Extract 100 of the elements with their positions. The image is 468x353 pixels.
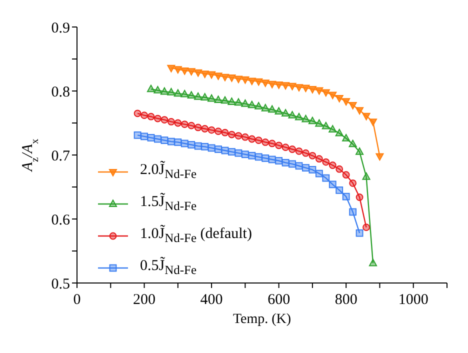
point <box>134 131 142 139</box>
point <box>261 104 270 112</box>
point <box>288 160 296 168</box>
point <box>362 112 370 120</box>
point <box>342 192 350 200</box>
point <box>308 152 316 160</box>
point <box>308 116 316 124</box>
point <box>241 76 250 84</box>
point <box>180 90 189 98</box>
x-tick-label: 400 <box>200 292 223 308</box>
point <box>234 98 242 106</box>
point <box>282 144 290 152</box>
point <box>147 134 155 142</box>
point <box>208 71 216 79</box>
point <box>322 89 330 97</box>
point <box>282 158 290 166</box>
point <box>234 149 242 157</box>
point <box>228 74 236 82</box>
point <box>167 118 175 126</box>
point <box>180 120 188 128</box>
point <box>336 165 344 173</box>
point <box>288 146 296 153</box>
point <box>308 166 316 174</box>
point <box>254 136 262 144</box>
point <box>248 152 256 160</box>
point <box>241 99 250 107</box>
point <box>167 64 176 72</box>
point <box>160 116 168 124</box>
point <box>315 87 324 95</box>
point <box>160 87 168 95</box>
point <box>288 82 296 90</box>
point <box>201 125 209 132</box>
point <box>194 92 202 100</box>
point <box>275 142 283 150</box>
point <box>167 138 175 146</box>
point <box>349 208 357 216</box>
point <box>160 136 168 144</box>
point <box>220 74 230 82</box>
point <box>328 180 336 188</box>
point <box>214 128 222 136</box>
point <box>228 148 236 156</box>
point <box>234 76 242 84</box>
point <box>302 164 310 172</box>
point <box>221 128 229 136</box>
point <box>322 158 330 166</box>
point <box>174 89 182 97</box>
point <box>248 100 256 108</box>
point <box>288 110 296 118</box>
point <box>174 66 182 74</box>
point <box>362 224 370 232</box>
legend-label: 1.0J̃$_{Nd-Fe}$ (default) <box>140 226 252 246</box>
legend-label: 0.5J̃$_{Nd-Fe}$ <box>140 258 197 278</box>
point <box>328 162 336 169</box>
point <box>328 125 337 132</box>
point <box>262 154 270 162</box>
point <box>295 162 303 170</box>
point <box>187 91 196 99</box>
x-tick-label: 200 <box>133 292 156 308</box>
y-tick-label: 0.5 <box>51 276 70 292</box>
point <box>220 96 230 104</box>
point <box>254 102 263 110</box>
point <box>275 157 283 164</box>
point <box>302 149 310 157</box>
point <box>200 70 209 78</box>
point <box>328 92 337 100</box>
point <box>194 69 202 77</box>
point <box>336 186 344 194</box>
point <box>349 179 357 187</box>
point <box>282 109 290 116</box>
point <box>167 88 176 96</box>
point <box>268 140 276 148</box>
point <box>315 155 323 163</box>
point <box>294 84 304 92</box>
point <box>254 153 262 161</box>
point <box>356 194 364 201</box>
point <box>295 147 303 155</box>
point <box>241 150 249 158</box>
point <box>362 172 370 180</box>
x-tick-label: 1000 <box>398 292 428 308</box>
point <box>322 122 330 130</box>
y-tick-label: 0.8 <box>51 84 70 100</box>
point <box>315 170 323 178</box>
legend-label: 2.0J̃$_{Nd-Fe}$ <box>140 162 197 182</box>
point <box>234 132 242 140</box>
point <box>268 80 276 88</box>
point <box>356 147 364 155</box>
y-tick-label: 0.9 <box>51 20 70 36</box>
point <box>268 105 276 113</box>
point <box>201 142 209 150</box>
point <box>248 78 256 86</box>
point <box>248 135 256 143</box>
point <box>194 124 202 132</box>
point <box>302 114 310 122</box>
point <box>342 171 350 179</box>
point <box>308 86 316 94</box>
point <box>302 84 310 92</box>
x-axis-title: Temp. (K) <box>232 312 292 327</box>
y-tick-label: 0.7 <box>51 148 70 164</box>
point <box>208 94 216 102</box>
point <box>348 102 357 110</box>
